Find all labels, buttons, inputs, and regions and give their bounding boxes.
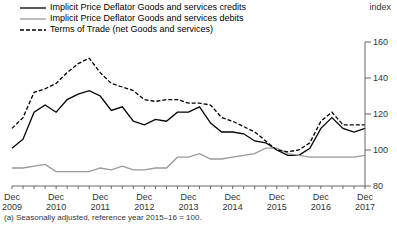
- html-text:index: index: [369, 2, 391, 12]
- html-text:Implicit Price Deflator Goods: Implicit Price Deflator Goods and servic…: [50, 2, 247, 12]
- html-text:(a) Seasonally adjusted, refer: (a) Seasonally adjusted, reference year …: [4, 213, 202, 222]
- svg-text:Dec2014: Dec2014: [223, 192, 243, 212]
- svg-text:Dec2010: Dec2010: [46, 192, 66, 212]
- svg-text:Dec2012: Dec2012: [134, 192, 154, 212]
- svg-text:100: 100: [373, 145, 388, 155]
- svg-text:Dec2009: Dec2009: [8, 192, 22, 212]
- svg-text:Dec2016: Dec2016: [311, 192, 331, 212]
- html-text:Terms of Trade (net Goods and: Terms of Trade (net Goods and services): [50, 24, 214, 34]
- svg-text:Dec2015: Dec2015: [267, 192, 287, 212]
- html-text:Implicit Price Deflator Goods: Implicit Price Deflator Goods and servic…: [50, 13, 244, 23]
- svg-text:Dec2011: Dec2011: [91, 192, 110, 212]
- svg-text:Dec2013: Dec2013: [178, 192, 198, 212]
- svg-text:Dec2017: Dec2017: [355, 192, 375, 212]
- svg-text:160: 160: [373, 37, 388, 47]
- svg-text:120: 120: [373, 109, 388, 119]
- svg-text:80: 80: [373, 181, 383, 191]
- svg-text:140: 140: [373, 73, 388, 83]
